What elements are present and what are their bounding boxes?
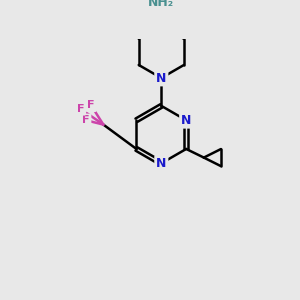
Text: N: N (181, 114, 191, 127)
Text: N: N (156, 157, 166, 170)
Text: N: N (156, 71, 166, 85)
Text: F: F (77, 104, 85, 114)
Text: NH₂: NH₂ (148, 0, 174, 9)
Text: F: F (82, 115, 90, 125)
Text: F: F (87, 100, 95, 110)
